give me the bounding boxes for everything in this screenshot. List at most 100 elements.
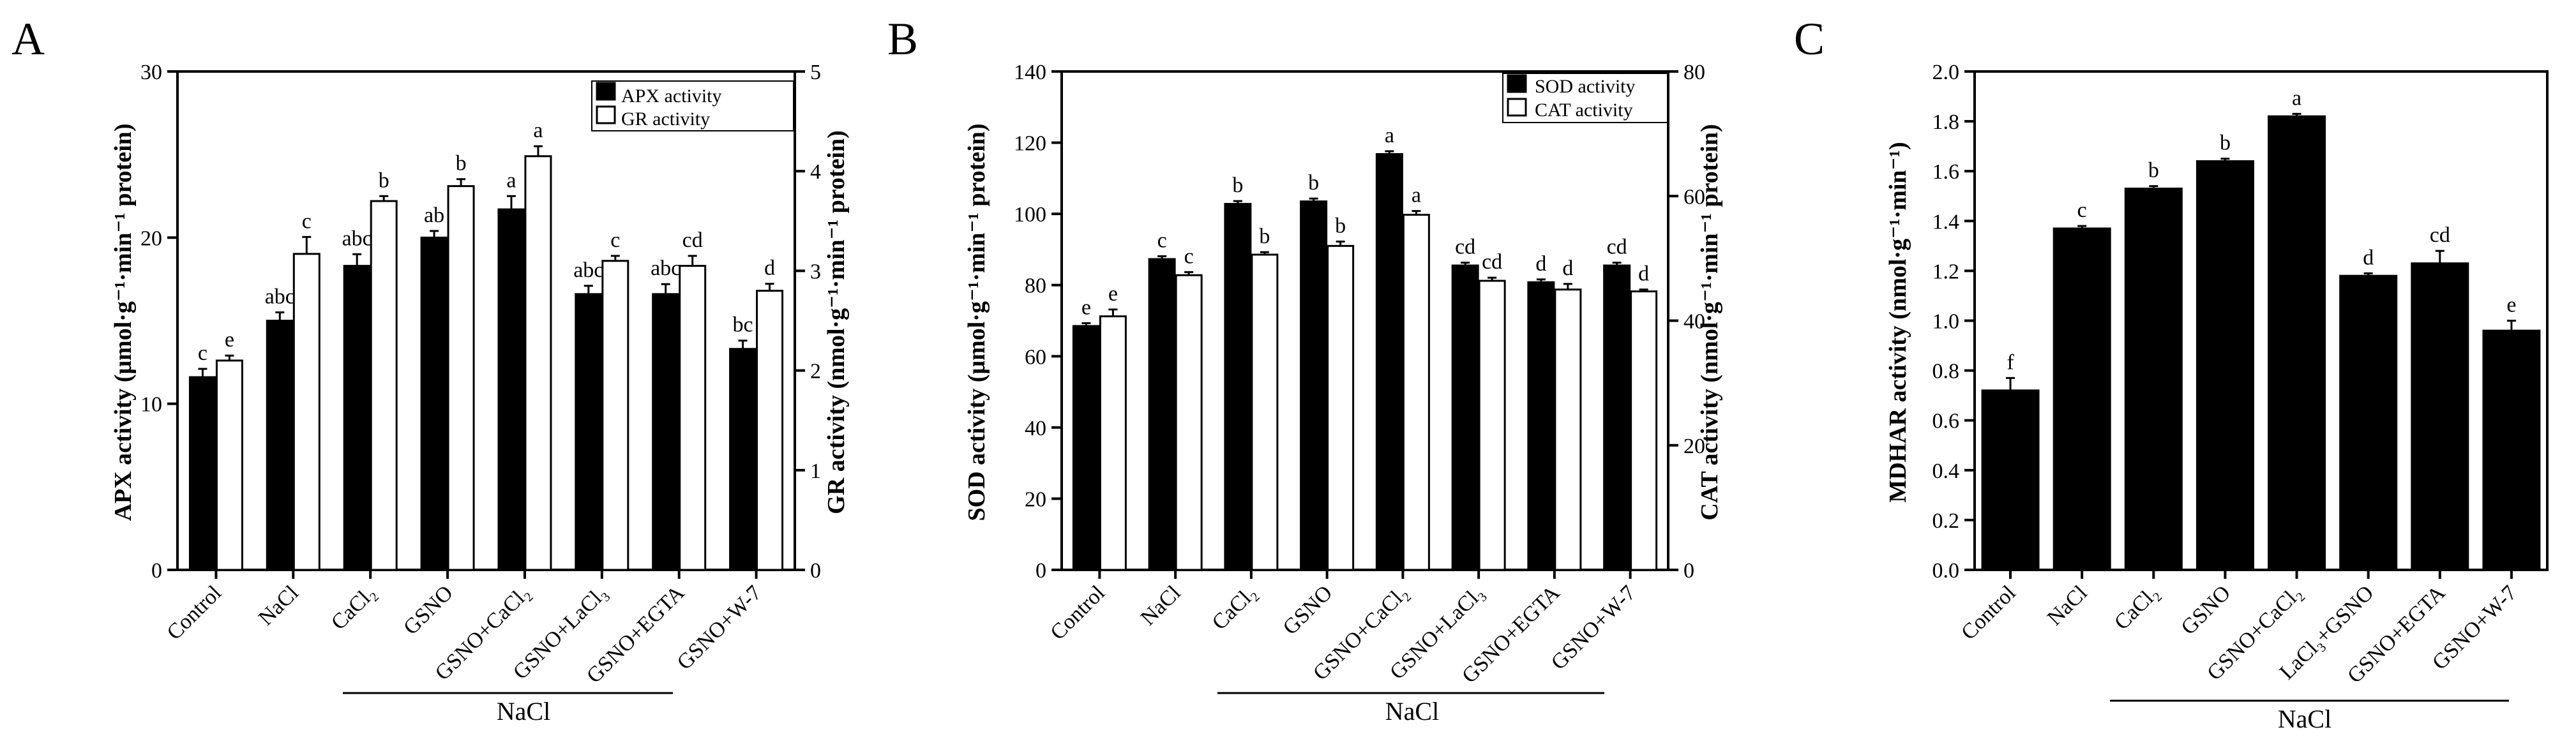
panel-b: B SOD activity (μmol·g⁻¹·min⁻¹ protein) … bbox=[887, 13, 1723, 726]
panel-b-right-tick-label: 20 bbox=[1683, 435, 1705, 458]
panel-b-left-tick-label: 0 bbox=[1036, 559, 1046, 583]
panel-b-left-axis-label: SOD activity (μmol·g⁻¹·min⁻¹ protein) bbox=[963, 123, 990, 521]
panel-b-x-tick-label: CaCl₂ bbox=[1208, 581, 1262, 634]
panel-a-significance-label: abc bbox=[265, 285, 295, 308]
panel-c-left-tick-label: 0.8 bbox=[1932, 360, 1960, 384]
panel-b-left-tick-label: 20 bbox=[1025, 488, 1046, 511]
panel-b-bar bbox=[1148, 258, 1176, 571]
panel-a-x-tick-label: NaCl bbox=[254, 581, 303, 630]
panel-b-left-tick-label: 40 bbox=[1025, 417, 1046, 440]
panel-b-significance-label: c bbox=[1157, 229, 1167, 253]
panel-a-significance-label: b bbox=[456, 152, 467, 175]
panel-b-bar bbox=[1554, 288, 1582, 571]
panel-a-significance-label: abc bbox=[573, 258, 603, 282]
panel-a-bar bbox=[756, 290, 784, 571]
panel-b-bar bbox=[1527, 281, 1555, 571]
panel-a-bar bbox=[292, 253, 320, 571]
panel-a-left-tick-label: 30 bbox=[140, 61, 162, 84]
panel-a-right-tick-label: 3 bbox=[810, 260, 821, 283]
panel-b-bar bbox=[1251, 253, 1279, 571]
panel-b-significance-label: e bbox=[1081, 295, 1091, 319]
panel-b-x-tick-label: Control bbox=[1046, 581, 1110, 645]
panel-c: C MDHAR activity (nmol·g⁻¹·min⁻¹) NaCl bbox=[1794, 13, 2331, 733]
panel-b-left-tick-label: 60 bbox=[1025, 345, 1046, 369]
panel-c-group-label: NaCl bbox=[2278, 705, 2331, 733]
panel-b-right-tick-label: 80 bbox=[1683, 61, 1705, 84]
panel-c-x-tick-label: GSNO bbox=[2176, 581, 2235, 639]
panel-a-bar bbox=[420, 236, 448, 571]
panel-b-bar bbox=[1478, 280, 1506, 571]
panel-a-bar bbox=[679, 265, 707, 571]
panel-a-right-tick-label: 0 bbox=[810, 559, 821, 583]
panel-c-x-tick-label: Control bbox=[1957, 581, 2021, 645]
panel-b-bar bbox=[1224, 203, 1252, 571]
panel-a-right-tick-label: 1 bbox=[810, 459, 821, 483]
panel-c-left-tick-label: 0.2 bbox=[1932, 509, 1960, 533]
panel-b-significance-label: cd bbox=[1455, 235, 1475, 259]
panel-c-left-tick-label: 0.4 bbox=[1932, 459, 1960, 483]
panel-a-left-tick-label: 10 bbox=[140, 393, 162, 417]
panel-a-bar bbox=[601, 260, 629, 571]
panel-c-label: C bbox=[1794, 13, 1825, 64]
panel-b-bar bbox=[1603, 264, 1631, 571]
panel-b-significance-label: e bbox=[1108, 282, 1118, 306]
panel-b-significance-label: cd bbox=[1482, 250, 1502, 274]
panel-b-right-tick-label: 60 bbox=[1683, 185, 1705, 209]
panel-a-bar bbox=[370, 200, 398, 571]
panel-a-significance-label: a bbox=[533, 119, 543, 142]
panel-c-significance-label: cd bbox=[2430, 223, 2450, 247]
panel-a-significance-label: bc bbox=[733, 313, 753, 337]
panel-b-bar bbox=[1300, 200, 1328, 571]
panel-c-bar bbox=[2053, 227, 2111, 571]
panel-a-left-tick-label: 0 bbox=[151, 559, 162, 583]
panel-c-left-tick-label: 1.8 bbox=[1932, 110, 1960, 134]
panel-a-bar bbox=[188, 376, 216, 571]
panel-a: A APX activity (μmol·g⁻¹·min⁻¹ protein) … bbox=[11, 13, 850, 726]
panel-b-x-tick-label: NaCl bbox=[1136, 581, 1186, 630]
panel-b-legend-box bbox=[1502, 73, 1668, 123]
panel-b-bar bbox=[1099, 315, 1127, 571]
panel-b-bar bbox=[1175, 274, 1203, 571]
panel-a-x-tick-label: GSNO bbox=[399, 581, 458, 639]
panel-a-significance-label: e bbox=[225, 328, 234, 352]
panel-c-bar bbox=[1981, 389, 2040, 571]
panel-c-bar bbox=[2196, 160, 2254, 571]
panel-a-bar bbox=[575, 293, 603, 571]
panel-b-group-label: NaCl bbox=[1385, 697, 1439, 726]
panel-a-label: A bbox=[11, 13, 45, 64]
panel-a-left-tick-label: 20 bbox=[140, 227, 162, 250]
panel-b-significance-label: a bbox=[1412, 184, 1421, 207]
panel-c-left-tick-label: 1.2 bbox=[1932, 260, 1960, 283]
panel-c-left-tick-label: 1.4 bbox=[1932, 210, 1960, 234]
panel-a-bar bbox=[729, 348, 757, 571]
panel-c-bar bbox=[2268, 115, 2326, 571]
panel-a-x-tick-label: Control bbox=[162, 581, 226, 645]
panel-c-left-tick-label: 1.6 bbox=[1932, 160, 1960, 184]
panel-a-significance-label: a bbox=[506, 168, 516, 192]
panel-c-bar bbox=[2482, 329, 2541, 571]
panel-a-legend-box bbox=[591, 80, 794, 131]
panel-a-bar bbox=[497, 208, 525, 571]
panel-a-significance-label: abc bbox=[651, 257, 681, 280]
panel-b-left-tick-label: 100 bbox=[1014, 203, 1046, 227]
panel-a-plot-frame bbox=[176, 70, 796, 571]
panel-b-significance-label: d bbox=[1535, 252, 1546, 276]
panel-a-bar bbox=[215, 359, 243, 571]
panel-b-x-tick-label: GSNO bbox=[1279, 581, 1337, 639]
panel-a-right-axis-label: GR activity (nmol·g⁻¹·min⁻¹ protein) bbox=[823, 130, 850, 514]
panel-b-significance-label: d bbox=[1638, 262, 1649, 286]
panel-c-significance-label: b bbox=[2220, 131, 2231, 155]
panel-b-left-tick-label: 80 bbox=[1025, 274, 1046, 298]
panel-b-left-tick-label: 140 bbox=[1014, 61, 1046, 84]
panel-b-legend-swatch bbox=[1507, 98, 1527, 117]
panel-a-significance-label: abc bbox=[342, 227, 372, 250]
panel-c-bar bbox=[2124, 188, 2183, 571]
panel-a-x-tick-label: CaCl₂ bbox=[327, 581, 380, 634]
panel-b-right-axis-label: CAT activity (nmol·g⁻¹·min⁻¹ protein) bbox=[1696, 124, 1723, 520]
panel-c-significance-label: f bbox=[2007, 350, 2014, 374]
panel-c-significance-label: c bbox=[2077, 198, 2087, 222]
panel-c-left-tick-label: 1.0 bbox=[1932, 310, 1960, 334]
panel-c-bar bbox=[2339, 274, 2398, 571]
panel-c-x-tick-label: CaCl₂ bbox=[2110, 581, 2164, 634]
